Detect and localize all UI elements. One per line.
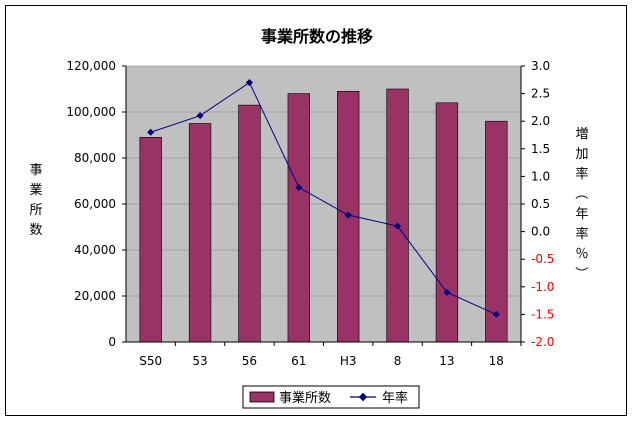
legend-box — [242, 385, 420, 409]
line-point — [147, 128, 155, 136]
right-tick-label: -2.0 — [531, 335, 554, 349]
line-point — [492, 310, 500, 318]
series-line — [150, 81, 497, 315]
right-axis-label-char: 率 — [575, 226, 588, 242]
x-tick-label: 18 — [489, 354, 504, 368]
line-point — [196, 112, 204, 120]
legend-label-line: 年率 — [382, 390, 408, 406]
left-tick-label: 100,000 — [66, 105, 116, 119]
legend-swatch-bar — [249, 391, 275, 403]
bar-series — [139, 88, 508, 343]
line-point — [344, 211, 352, 219]
left-tick-label: 40,000 — [74, 243, 116, 257]
right-tick-label: 2.5 — [531, 87, 550, 101]
right-tick-label: 3.0 — [531, 59, 550, 73]
right-axis-label-char: 加 — [575, 147, 588, 162]
x-tick-label: S50 — [139, 354, 162, 368]
left-axis-label-char: 所 — [29, 203, 42, 218]
right-axis-label-char: ％ — [575, 247, 588, 262]
x-tick-label: H3 — [340, 354, 357, 368]
bar — [485, 120, 508, 343]
right-tick-label: -1.0 — [531, 280, 554, 294]
bar — [435, 102, 459, 343]
legend: 事業所数 年率 — [242, 385, 420, 409]
right-tick-label: 1.5 — [531, 142, 550, 156]
left-axis-label-char: 数 — [29, 223, 42, 238]
legend-swatch-marker — [358, 392, 368, 402]
right-tick-label: 2.0 — [531, 114, 550, 128]
right-axis-label: 増加率（年率％） — [573, 127, 589, 280]
x-tick-label: 56 — [242, 354, 257, 368]
line-series — [147, 79, 500, 318]
line-point — [245, 79, 253, 87]
left-tick-label: 0 — [108, 335, 116, 349]
bar — [386, 88, 409, 343]
x-tick-label: 61 — [291, 354, 306, 368]
right-axis-label-char: ） — [573, 266, 588, 279]
right-tick-label: 1.0 — [531, 169, 550, 183]
left-tick-label: 80,000 — [74, 151, 116, 165]
right-tick-label: -1.5 — [531, 307, 554, 321]
right-axis-ticks: -2.0 -1.5 -1.0 -0.5 0.0 0.5 1.0 1.5 2.0 2.5 3.0 — [521, 59, 554, 349]
right-axis-label-char: 年 — [575, 207, 588, 222]
right-axis-label-char: 増 — [575, 127, 588, 142]
left-tick-label: 60,000 — [74, 197, 116, 211]
line-point — [295, 183, 303, 191]
line-point — [443, 288, 451, 296]
left-tick-label: 120,000 — [66, 59, 116, 73]
chart-title: 事業所数の推移 — [261, 27, 373, 46]
right-axis-label-char: 率 — [575, 166, 588, 182]
left-axis-ticks: 0 20,000 40,000 60,000 80,000 100,000 120,000 — [66, 59, 126, 349]
x-axis-ticks: S50 53 56 61 H3 8 13 18 — [139, 342, 522, 368]
bar — [139, 137, 162, 343]
left-axis-label: 事業所数 — [29, 163, 42, 238]
left-axis-label-char: 事 — [29, 163, 42, 178]
bar — [188, 123, 212, 343]
bar — [238, 104, 261, 343]
right-tick-label: 0.0 — [531, 225, 550, 239]
right-axis-label-char: （ — [573, 186, 588, 199]
right-tick-label: -0.5 — [531, 252, 554, 266]
x-tick-label: 53 — [192, 354, 207, 368]
legend-label-bar: 事業所数 — [279, 390, 331, 406]
x-tick-label: 13 — [439, 354, 454, 368]
left-tick-label: 20,000 — [74, 289, 116, 303]
x-tick-label: 8 — [394, 354, 402, 368]
left-axis-label-char: 業 — [29, 182, 42, 198]
right-tick-label: 0.5 — [531, 197, 550, 211]
line-point — [394, 222, 402, 230]
bar — [287, 93, 310, 343]
